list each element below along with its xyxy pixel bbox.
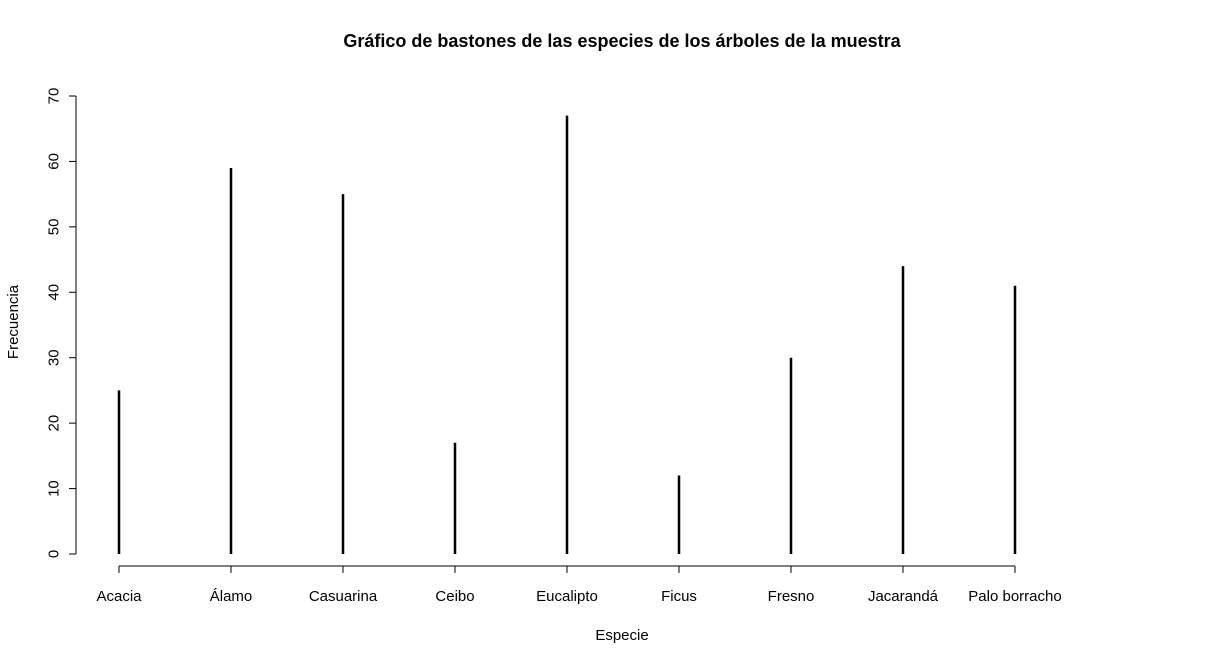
y-tick-label: 20 [46, 415, 63, 432]
x-axis-label: Especie [595, 627, 648, 644]
y-tick-label: 60 [46, 153, 63, 170]
x-tick-label: Jacarandá [868, 588, 939, 605]
x-tick-label: Ficus [661, 588, 697, 605]
x-tick-label: Álamo [210, 588, 253, 605]
x-tick-label: Casuarina [309, 588, 378, 605]
chart-title: Gráfico de bastones de las especies de l… [343, 31, 901, 51]
sticks [117, 115, 1017, 554]
y-axis: 0 10 20 30 40 50 60 70 [46, 88, 77, 558]
x-tick-label: Ceibo [435, 588, 474, 605]
x-tick-label: Palo borracho [968, 588, 1061, 605]
y-tick-label: 0 [46, 550, 63, 558]
x-axis: Acacia Álamo Casuarina Ceibo Eucalipto Ficus F… [96, 565, 1062, 605]
y-axis-label: Frecuencia [5, 284, 22, 359]
y-tick-label: 30 [46, 349, 63, 366]
x-tick-label: Fresno [768, 588, 815, 605]
x-tick-label: Acacia [96, 588, 142, 605]
y-tick-label: 40 [46, 284, 63, 301]
y-tick-label: 10 [46, 480, 63, 497]
y-tick-label: 70 [46, 88, 63, 105]
x-tick-label: Eucalipto [536, 588, 598, 605]
y-tick-label: 50 [46, 219, 63, 236]
